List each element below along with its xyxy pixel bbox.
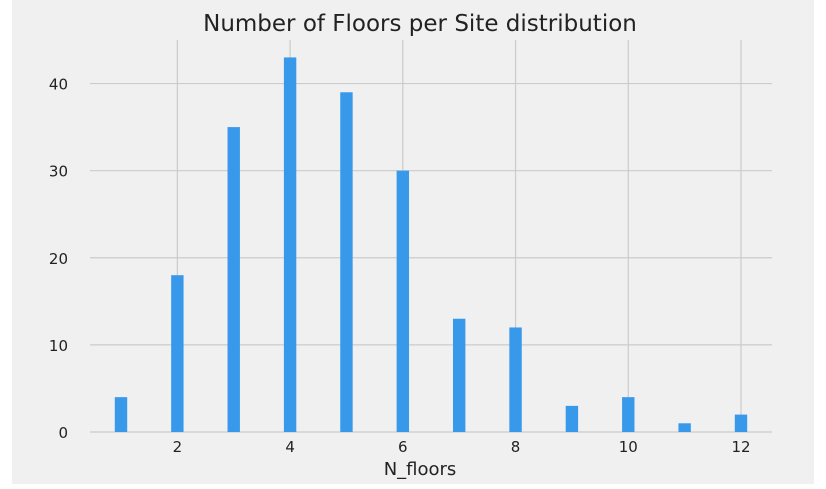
histogram-bar	[509, 327, 522, 432]
histogram-bar	[678, 423, 691, 432]
tick-labels: 0 10 20 30 40 2 4 6 8 10 12	[49, 76, 751, 456]
histogram-bar	[283, 57, 297, 433]
x-tick-label: 10	[619, 438, 638, 456]
histogram-bar	[622, 397, 635, 432]
y-tick-label: 40	[49, 76, 68, 94]
x-axis-label: N_floors	[384, 459, 457, 480]
histogram-bar	[340, 92, 353, 433]
histogram-bar	[452, 318, 466, 432]
histogram-bar	[565, 405, 579, 432]
y-tick-label: 0	[58, 424, 68, 442]
grid-lines	[90, 40, 772, 433]
x-tick-label: 12	[731, 438, 750, 456]
plot-area	[90, 40, 772, 432]
chart-title: Number of Floors per Site distribution	[203, 11, 637, 37]
x-tick-label: 6	[398, 438, 408, 456]
bars	[114, 57, 748, 433]
histogram-bar	[227, 127, 240, 432]
x-tick-label: 2	[173, 438, 183, 456]
y-tick-label: 30	[49, 163, 68, 181]
histogram-bar	[171, 275, 184, 432]
histogram-bar	[114, 397, 128, 432]
y-tick-label: 20	[49, 250, 68, 268]
x-tick-label: 8	[511, 438, 521, 456]
histogram-bar	[396, 170, 410, 432]
histogram-bar	[734, 414, 748, 432]
x-tick-label: 4	[285, 438, 295, 456]
y-tick-label: 10	[49, 337, 68, 355]
